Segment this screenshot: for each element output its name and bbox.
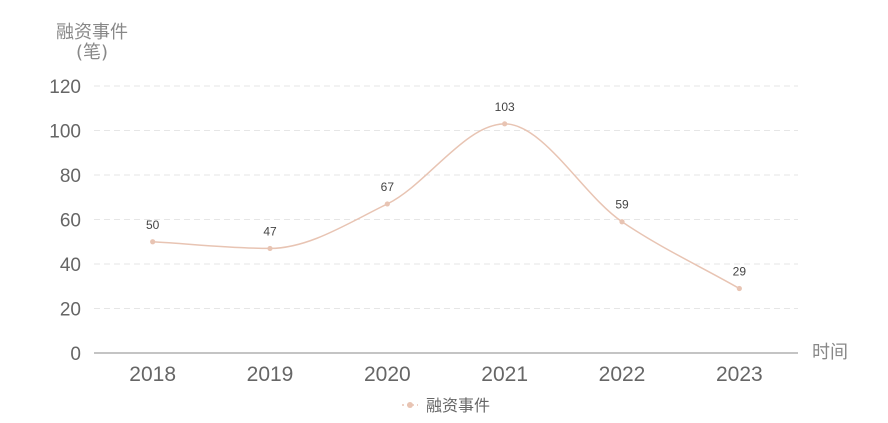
y-tick-label: 120: [49, 77, 81, 98]
y-tick-label: 0: [70, 344, 81, 365]
data-point[interactable]: [619, 219, 625, 225]
y-tick-label: 20: [60, 300, 81, 321]
data-label: 59: [615, 198, 629, 212]
data-point[interactable]: [502, 121, 508, 127]
y-axis-unit: (笔): [76, 42, 108, 63]
series-layer: [150, 121, 742, 292]
y-tick-label: 100: [49, 122, 81, 143]
grid-lines: [94, 85, 798, 309]
data-label: 47: [263, 224, 277, 238]
data-point[interactable]: [384, 201, 390, 207]
x-axis-ticks: 2018 2019 2020 2021 2022 2023: [129, 363, 762, 386]
x-tick-label: 2019: [247, 363, 294, 386]
data-label: 50: [146, 218, 160, 232]
y-axis-ticks: 0 20 40 60 80 100 120: [49, 77, 81, 365]
data-point[interactable]: [267, 245, 273, 252]
x-tick-label: 2021: [481, 363, 528, 386]
y-tick-label: 80: [60, 166, 81, 187]
legend-label: 融资事件: [426, 396, 490, 415]
x-tick-label: 2018: [129, 363, 176, 386]
data-label: 29: [733, 264, 747, 278]
y-tick-label: 40: [60, 255, 81, 276]
x-axis-title: 时间: [812, 342, 848, 363]
legend-marker-swatch: [407, 402, 413, 408]
data-labels: 50 47 67 103 59 29: [146, 100, 746, 279]
data-label: 67: [381, 180, 395, 194]
y-axis-title: 融资事件: [56, 22, 128, 43]
x-tick-label: 2020: [364, 363, 411, 386]
data-label: 103: [495, 100, 515, 114]
x-tick-label: 2022: [599, 363, 646, 386]
data-point[interactable]: [150, 239, 156, 245]
data-point[interactable]: [736, 285, 742, 292]
x-tick-label: 2023: [716, 363, 763, 386]
y-tick-label: 60: [60, 211, 81, 232]
legend[interactable]: 融资事件: [402, 396, 490, 415]
